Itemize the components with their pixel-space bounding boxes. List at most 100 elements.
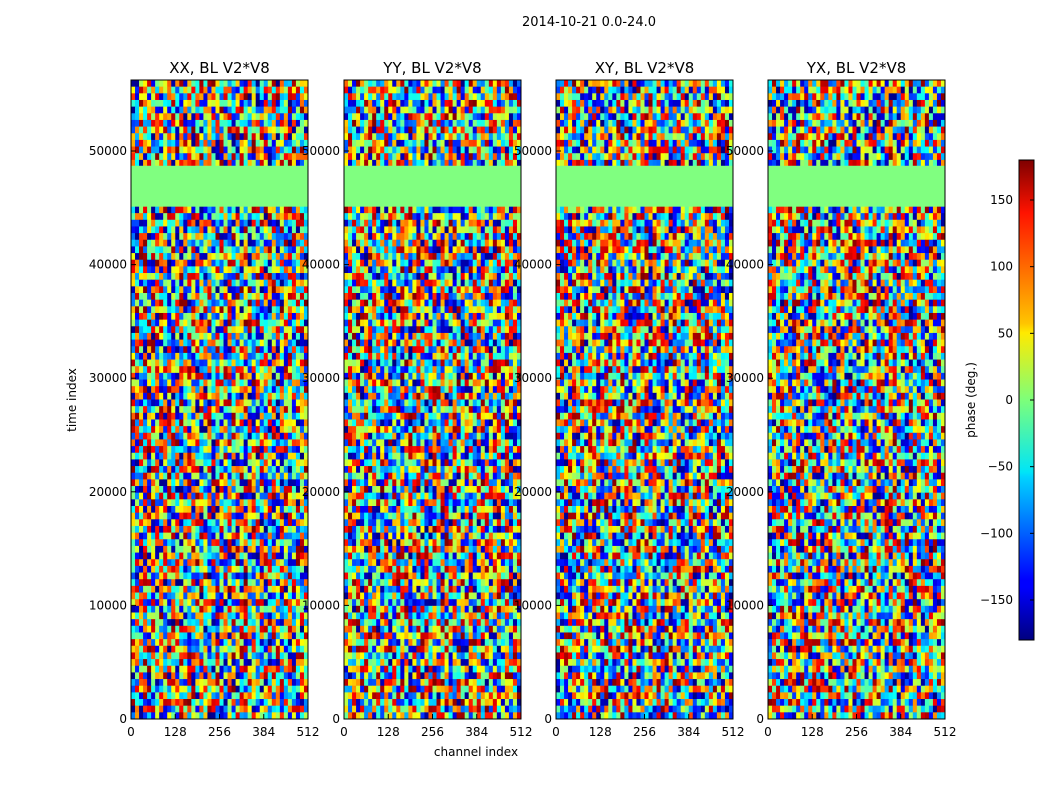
heatmap-cell xyxy=(384,99,389,108)
heatmap-cell xyxy=(283,359,289,367)
heatmap-cell xyxy=(271,419,277,427)
heatmap-cell xyxy=(271,386,277,394)
heatmap-cell xyxy=(199,426,204,434)
heatmap-cell xyxy=(231,472,236,480)
heatmap-cell xyxy=(179,352,184,360)
heatmap-cell xyxy=(215,379,220,387)
heatmap-cell xyxy=(287,253,293,261)
heatmap-cell xyxy=(147,233,152,241)
heatmap-cell xyxy=(179,146,184,154)
heatmap-cell xyxy=(243,126,249,134)
heatmap-cell xyxy=(243,639,249,647)
heatmap-cell xyxy=(231,539,236,547)
heatmap-cell xyxy=(187,599,192,607)
heatmap-cell xyxy=(207,645,212,653)
heatmap-cell xyxy=(155,226,160,234)
heatmap-cell xyxy=(255,273,261,281)
heatmap-cell xyxy=(175,99,180,108)
heatmap-cell xyxy=(303,665,309,673)
heatmap-cell xyxy=(251,259,257,267)
heatmap-cell xyxy=(151,239,156,247)
heatmap-cell xyxy=(179,592,184,600)
heatmap-cell xyxy=(195,233,200,241)
heatmap-cell xyxy=(167,213,172,221)
heatmap-cell xyxy=(247,645,253,653)
heatmap-cell xyxy=(275,506,281,514)
heatmap-cell xyxy=(279,366,285,374)
heatmap-cell xyxy=(159,679,164,687)
heatmap-cell xyxy=(143,259,148,267)
heatmap-cell xyxy=(247,492,253,500)
heatmap-cell xyxy=(167,639,172,647)
heatmap-cell xyxy=(215,93,220,101)
heatmap-cell xyxy=(247,299,253,307)
heatmap-cell xyxy=(183,652,188,660)
heatmap-cell xyxy=(219,293,224,301)
heatmap-cell xyxy=(279,479,285,487)
heatmap-cell xyxy=(207,519,212,527)
heatmap-cell xyxy=(275,339,281,347)
heatmap-cell xyxy=(243,106,249,114)
heatmap-cell xyxy=(203,679,208,687)
heatmap-cell xyxy=(275,146,281,154)
heatmap-cell xyxy=(291,332,297,340)
heatmap-cell xyxy=(151,299,156,307)
heatmap-cell xyxy=(267,219,273,227)
heatmap-cell xyxy=(295,712,301,720)
heatmap-cell xyxy=(295,352,301,360)
heatmap-cell xyxy=(299,119,305,127)
heatmap-cell xyxy=(159,226,164,234)
heatmap-cell xyxy=(263,639,269,647)
heatmap-cell xyxy=(267,532,273,540)
heatmap-cell xyxy=(299,679,305,687)
heatmap-cell xyxy=(251,699,257,707)
heatmap-cell xyxy=(376,113,381,121)
heatmap-cell xyxy=(259,246,265,254)
heatmap-cell xyxy=(183,492,188,500)
heatmap-cell xyxy=(187,93,192,101)
heatmap-cell xyxy=(231,372,236,380)
heatmap-cell xyxy=(139,632,144,640)
heatmap-cell xyxy=(420,139,425,147)
heatmap-cell xyxy=(251,512,257,520)
heatmap-cell xyxy=(299,426,305,434)
heatmap-cell xyxy=(235,372,241,380)
heatmap-cell xyxy=(207,233,212,241)
heatmap-cell xyxy=(492,153,498,161)
heatmap-cell xyxy=(227,299,232,307)
heatmap-cell xyxy=(191,525,196,534)
heatmap-cell xyxy=(135,685,140,693)
heatmap-cell xyxy=(215,339,220,347)
heatmap-cell xyxy=(291,372,297,380)
heatmap-cell xyxy=(167,712,172,720)
heatmap-cell xyxy=(279,679,285,687)
heatmap-cell xyxy=(171,93,176,101)
heatmap-cell xyxy=(223,399,228,407)
heatmap-cell xyxy=(171,412,176,420)
heatmap-cell xyxy=(263,159,269,167)
heatmap-cell xyxy=(255,559,261,567)
heatmap-cell xyxy=(271,466,277,474)
heatmap-cell xyxy=(179,572,184,580)
heatmap-cell xyxy=(155,492,160,500)
heatmap-cell xyxy=(275,133,281,141)
heatmap-cell xyxy=(163,499,168,507)
heatmap-cell xyxy=(279,452,285,460)
heatmap-cell xyxy=(440,113,445,121)
heatmap-cell xyxy=(440,119,445,127)
heatmap-cell xyxy=(231,219,236,227)
heatmap-cell xyxy=(247,99,253,108)
heatmap-cell xyxy=(179,306,184,314)
heatmap-cell xyxy=(267,126,273,134)
heatmap-cell xyxy=(175,113,180,121)
heatmap-cell xyxy=(291,86,297,94)
heatmap-cell xyxy=(203,126,208,134)
heatmap-cell xyxy=(199,279,204,287)
heatmap-cell xyxy=(211,293,216,301)
heatmap-cell xyxy=(131,133,136,141)
heatmap-cell xyxy=(139,206,144,214)
heatmap-cell xyxy=(348,86,353,94)
heatmap-cell xyxy=(271,645,277,653)
heatmap-cell xyxy=(191,652,196,660)
heatmap-cell xyxy=(207,685,212,693)
